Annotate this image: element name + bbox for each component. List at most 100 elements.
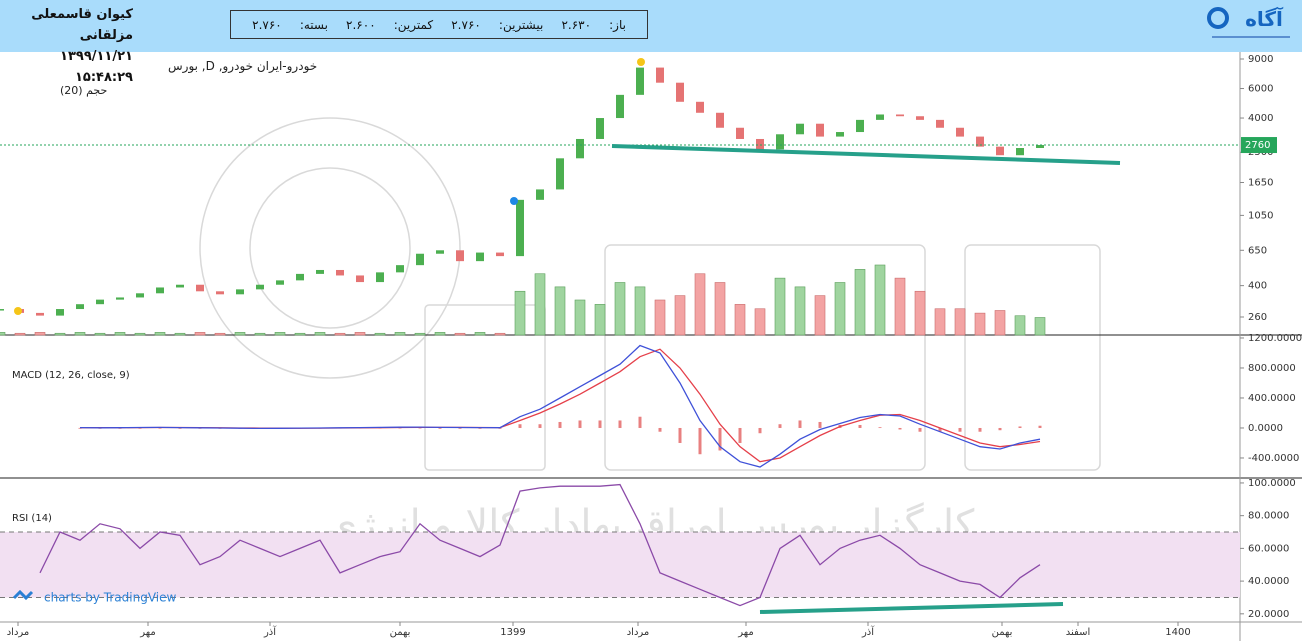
histogram-bar — [938, 427, 942, 432]
histogram-bar — [118, 427, 122, 429]
credit-icon[interactable] — [12, 589, 34, 601]
candle — [1036, 145, 1044, 149]
y-tick-label: 9000 — [1248, 54, 1273, 65]
candle — [736, 127, 744, 139]
macd-title: MACD (12, 26, close, 9) — [12, 370, 130, 381]
marker-dot — [510, 197, 518, 205]
y-tick-label: 0.0000 — [1248, 423, 1283, 434]
volume-bar — [414, 332, 426, 336]
histogram-bar — [618, 420, 622, 428]
volume-bar — [794, 286, 806, 336]
histogram-bar — [158, 427, 162, 429]
volume-bar — [474, 332, 486, 336]
last-price-box — [1241, 137, 1277, 154]
histogram-bar — [998, 427, 1002, 431]
candle — [636, 67, 644, 95]
volume-bar — [894, 277, 906, 336]
x-tick-label: 1400 — [1165, 627, 1190, 638]
candle — [196, 284, 204, 292]
y-tick-label: 4000 — [1248, 113, 1273, 124]
rsi-band — [0, 532, 1240, 598]
histogram-bar — [458, 427, 462, 429]
candle — [576, 138, 584, 159]
volume-bar — [714, 282, 726, 336]
candle — [916, 116, 924, 120]
candle — [836, 132, 844, 137]
histogram-bar — [738, 427, 742, 443]
header-bar: کیوان قاسمعلی مزلقانی ۱۳۹۹/۱۱/۲۱ ۱۵:۴۸:۲… — [0, 0, 1302, 85]
x-tick-label: مرداد — [627, 627, 650, 638]
y-tick-label: 1050 — [1248, 210, 1273, 221]
candle — [316, 269, 324, 274]
candle — [856, 119, 864, 133]
volume-bar — [434, 332, 446, 336]
y-tick-label: 1650 — [1248, 177, 1273, 188]
volume-bar — [354, 332, 366, 336]
volume-bar — [274, 332, 286, 336]
volume-bar — [594, 304, 606, 336]
volume-bar — [694, 273, 706, 336]
watermark-box — [424, 304, 546, 471]
candle — [296, 273, 304, 281]
volume-bar — [114, 332, 126, 336]
volume-bar — [134, 332, 146, 336]
candle — [276, 280, 284, 285]
x-tick-label: مهر — [139, 627, 155, 638]
logo-underline — [1212, 36, 1290, 38]
x-tick-label: آذر — [263, 625, 277, 638]
candle — [616, 94, 624, 119]
candle — [96, 299, 104, 305]
candle — [456, 250, 464, 262]
volume-bar — [294, 332, 306, 336]
x-tick-label: مهر — [737, 627, 753, 638]
volume-bar — [674, 295, 686, 336]
last-price-label: 2760 — [1245, 140, 1270, 151]
watermark-logo — [199, 117, 1101, 471]
y-tick-label: 20.0000 — [1248, 609, 1289, 620]
close-label: بسته: — [299, 17, 328, 32]
candle — [976, 136, 984, 147]
ohlc-box: باز: ۲.۶۳۰ بیشترین: ۲.۷۶۰ کمترین: ۲.۶۰۰ … — [230, 10, 648, 39]
histogram-bar — [478, 427, 482, 429]
candle — [216, 291, 224, 295]
histogram-bar — [898, 427, 902, 430]
histogram-bar — [678, 427, 682, 443]
volume-bar — [214, 332, 226, 336]
signal-line — [80, 348, 1041, 463]
candle — [0, 309, 4, 311]
macd-line — [79, 344, 1041, 468]
volume-bar — [874, 264, 886, 336]
tradingview-credit: charts by TradingView — [12, 589, 176, 605]
candle — [436, 250, 444, 254]
volume-bar — [374, 332, 386, 336]
high-value: ۲.۷۶۰ — [451, 17, 481, 32]
x-tick-label: بهمن — [390, 627, 411, 638]
volume-bar — [394, 332, 406, 336]
open-value: ۲.۶۳۰ — [561, 17, 592, 32]
x-tick-label: بهمن — [992, 627, 1013, 638]
candle — [996, 146, 1004, 156]
histogram-bar — [498, 427, 502, 429]
candle — [556, 158, 564, 190]
watermark-box — [964, 244, 1101, 471]
marker-dot — [637, 58, 645, 66]
y-tick-label: -400.0000 — [1248, 453, 1299, 464]
candle — [596, 118, 604, 139]
candle — [536, 189, 544, 200]
y-tick-label: 260 — [1248, 312, 1267, 323]
volume-bar — [234, 332, 246, 336]
volume-bar — [254, 332, 266, 336]
credit-text[interactable]: charts by TradingView — [44, 591, 176, 605]
candle — [1016, 148, 1024, 156]
open-label: باز: — [609, 17, 626, 32]
watermark-circle — [199, 117, 461, 379]
user-name: کیوان قاسمعلی مزلقانی — [31, 7, 133, 43]
x-tick-label: آذر — [861, 625, 875, 638]
histogram-bar — [958, 427, 962, 432]
y-tick-label: 100.0000 — [1248, 478, 1296, 489]
candle — [396, 265, 404, 273]
y-tick-label: 60.0000 — [1248, 543, 1289, 554]
candle — [116, 297, 124, 300]
y-tick-label: 80.0000 — [1248, 511, 1289, 522]
